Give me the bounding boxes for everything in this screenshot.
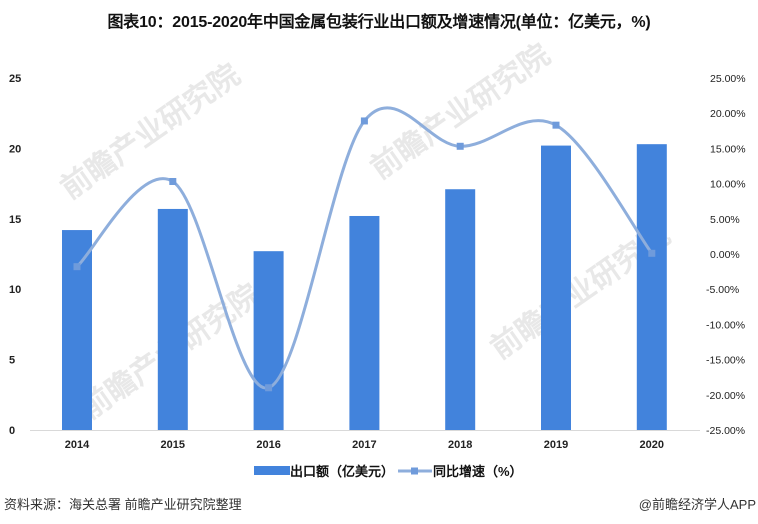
legend-bar-label: 出口额（亿美元） (290, 464, 394, 479)
bar-2016 (253, 251, 284, 430)
right-axis-tick: -20.00% (706, 390, 745, 402)
right-axis-tick: -15.00% (706, 355, 745, 367)
x-axis-tick: 2020 (640, 439, 664, 451)
right-axis-tick: -25.00% (706, 425, 745, 437)
x-axis-tick: 2018 (448, 439, 472, 451)
marker-2015 (169, 177, 177, 185)
marker-2018 (456, 142, 464, 150)
bar-2018 (445, 189, 476, 430)
x-axis: 2014 2015 2016 2017 2018 2019 2020 (65, 439, 664, 451)
bar-series-export-value (62, 144, 667, 431)
legend: 出口额（亿美元） 同比增速（%） (254, 464, 523, 479)
right-axis-tick: 20.00% (710, 108, 746, 120)
x-axis-tick: 2016 (256, 439, 280, 451)
bar-2014 (62, 230, 92, 430)
bar-2020 (636, 144, 667, 430)
chart-title: 图表10：2015-2020年中国金属包装行业出口额及增速情况(单位：亿美元，%… (107, 14, 651, 31)
left-axis-tick: 0 (9, 425, 15, 437)
marker-2014 (73, 263, 81, 271)
left-axis-tick: 25 (9, 73, 21, 85)
right-axis-tick: -5.00% (706, 284, 739, 296)
right-axis: -25.00% -20.00% -15.00% -10.00% -5.00% 0.00% 5… (706, 73, 746, 437)
line-markers (73, 117, 656, 392)
bar-2017 (349, 215, 380, 430)
marker-2019 (552, 121, 560, 129)
legend-bar-swatch (254, 466, 290, 475)
bar-2015 (157, 208, 188, 430)
credit-note: @前瞻经济学人APP (638, 497, 756, 512)
left-axis-tick: 5 (9, 355, 15, 367)
right-axis-tick: 5.00% (710, 214, 740, 226)
x-axis-tick: 2014 (65, 439, 90, 451)
source-note: 资料来源：海关总署 前瞻产业研究院整理 (4, 497, 242, 512)
marker-2017 (360, 117, 368, 125)
legend-line-marker (411, 467, 418, 475)
left-axis-tick: 10 (9, 284, 21, 296)
left-axis-tick: 20 (9, 143, 21, 155)
left-axis: 0 5 10 15 20 25 (9, 73, 21, 437)
x-axis-tick: 2019 (544, 439, 568, 451)
right-axis-tick: 0.00% (710, 249, 740, 261)
left-axis-tick: 15 (9, 214, 21, 226)
right-axis-tick: 15.00% (710, 143, 746, 155)
right-axis-tick: 10.00% (710, 179, 746, 191)
x-axis-tick: 2015 (161, 439, 185, 451)
x-axis-tick: 2017 (352, 439, 376, 451)
watermark-text: 前瞻产业研究院 (365, 37, 557, 185)
bar-2019 (541, 145, 571, 431)
marker-2020 (648, 249, 656, 257)
legend-line-label: 同比增速（%） (433, 464, 523, 479)
marker-2016 (265, 384, 273, 392)
right-axis-tick: -10.00% (706, 319, 745, 331)
right-axis-tick: 25.00% (710, 73, 746, 85)
